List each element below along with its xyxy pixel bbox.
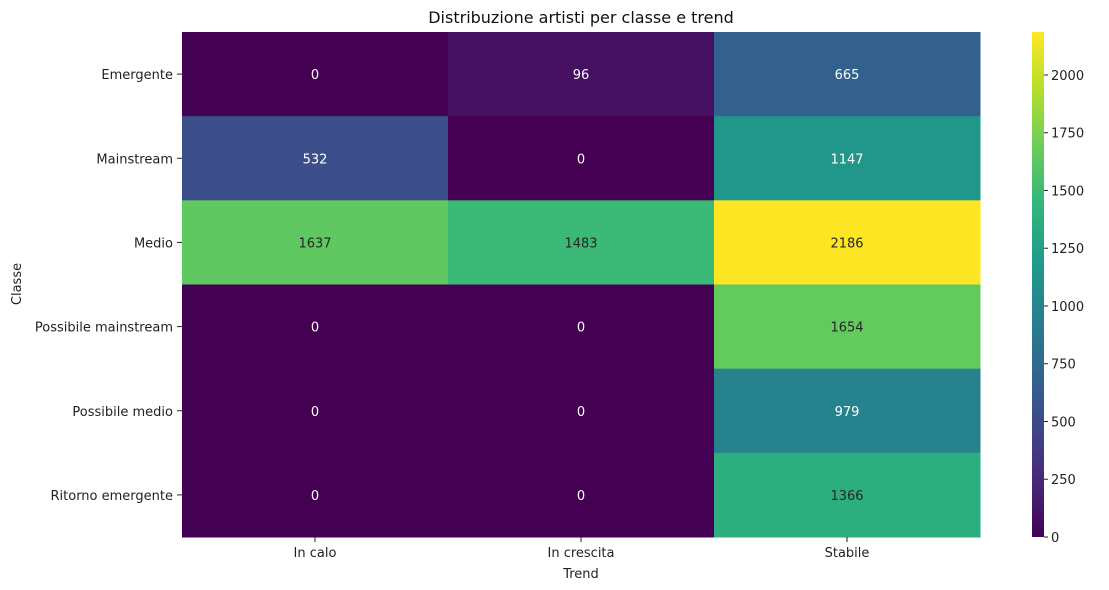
cell-value-label: 979 <box>835 405 860 420</box>
heatmap-cell <box>448 368 715 454</box>
cell-value-label: 665 <box>835 68 860 83</box>
cell-value-label: 0 <box>311 68 319 83</box>
heatmap-cells <box>182 32 981 538</box>
cell-value-label: 0 <box>577 152 585 167</box>
y-tick-label-emergente: Emergente <box>101 68 173 83</box>
colorbar-tick-label: 2000 <box>1051 69 1084 84</box>
heatmap-cell <box>448 200 715 285</box>
heatmap-cell <box>714 452 981 538</box>
x-tick-label-in-calo: In calo <box>294 546 337 561</box>
y-axis-label: Classe <box>10 263 25 305</box>
colorbar-tick-label: 0 <box>1051 531 1059 546</box>
colorbar-tick-label: 1000 <box>1051 300 1084 315</box>
y-tick-label-ritorno-emergente: Ritorno emergente <box>51 489 174 504</box>
cell-value-label: 96 <box>573 68 590 83</box>
heatmap-cell <box>714 32 981 117</box>
heatmap-cell <box>182 116 449 201</box>
heatmap-cell <box>182 452 449 538</box>
heatmap-cell-labels: 0 96 665 532 0 1147 1637 1483 2186 0 0 1654 0 0 979 0 0 1… <box>298 68 863 504</box>
cell-value-label: 0 <box>577 489 585 504</box>
y-tick-label-mainstream: Mainstream <box>96 152 173 167</box>
chart-title: Distribuzione artisti per classe e trend <box>428 8 734 27</box>
heatmap-cell <box>182 368 449 454</box>
colorbar-tick-label: 1500 <box>1051 184 1084 199</box>
heatmap-cell <box>182 200 449 285</box>
heatmap-cell <box>448 452 715 538</box>
y-tick-label-medio: Medio <box>134 236 173 251</box>
cell-value-label: 1147 <box>830 152 863 167</box>
heatmap-cell <box>714 116 981 201</box>
heatmap-cell <box>448 116 715 201</box>
cell-value-label: 1637 <box>298 236 331 251</box>
x-tick-label-stabile: Stabile <box>825 546 870 561</box>
heatmap-cell <box>448 32 715 117</box>
x-axis: In calo In crescita Stabile <box>294 537 870 561</box>
x-axis-label: Trend <box>562 567 599 582</box>
cell-value-label: 0 <box>311 405 319 420</box>
colorbar: 0 250 500 750 1000 1250 1500 1750 2000 <box>1032 32 1084 546</box>
cell-value-label: 1654 <box>830 321 863 336</box>
colorbar-tick-label: 500 <box>1051 415 1076 430</box>
heatmap-cell <box>714 200 981 285</box>
colorbar-tick-label: 1750 <box>1051 127 1084 142</box>
y-tick-label-possibile-medio: Possibile medio <box>72 405 173 420</box>
colorbar-tick-label: 750 <box>1051 358 1076 373</box>
cell-value-label: 532 <box>303 152 328 167</box>
cell-value-label: 2186 <box>830 236 863 251</box>
y-axis: Emergente Mainstream Medio Possibile mainst… <box>35 68 182 504</box>
heatmap-cell <box>182 284 449 370</box>
colorbar-tick-label: 1250 <box>1051 242 1084 257</box>
cell-value-label: 1483 <box>564 236 597 251</box>
cell-value-label: 0 <box>311 321 319 336</box>
y-tick-label-possibile-mainstream: Possibile mainstream <box>35 321 173 336</box>
cell-value-label: 1366 <box>830 489 863 504</box>
heatmap-cell <box>714 368 981 454</box>
colorbar-gradient <box>1032 32 1044 537</box>
heatmap-cell <box>448 284 715 370</box>
cell-value-label: 0 <box>577 405 585 420</box>
cell-value-label: 0 <box>577 321 585 336</box>
colorbar-tick-label: 250 <box>1051 473 1076 488</box>
heatmap-cell <box>714 284 981 370</box>
x-tick-label-in-crescita: In crescita <box>547 546 614 561</box>
cell-value-label: 0 <box>311 489 319 504</box>
heatmap-cell <box>182 32 449 117</box>
